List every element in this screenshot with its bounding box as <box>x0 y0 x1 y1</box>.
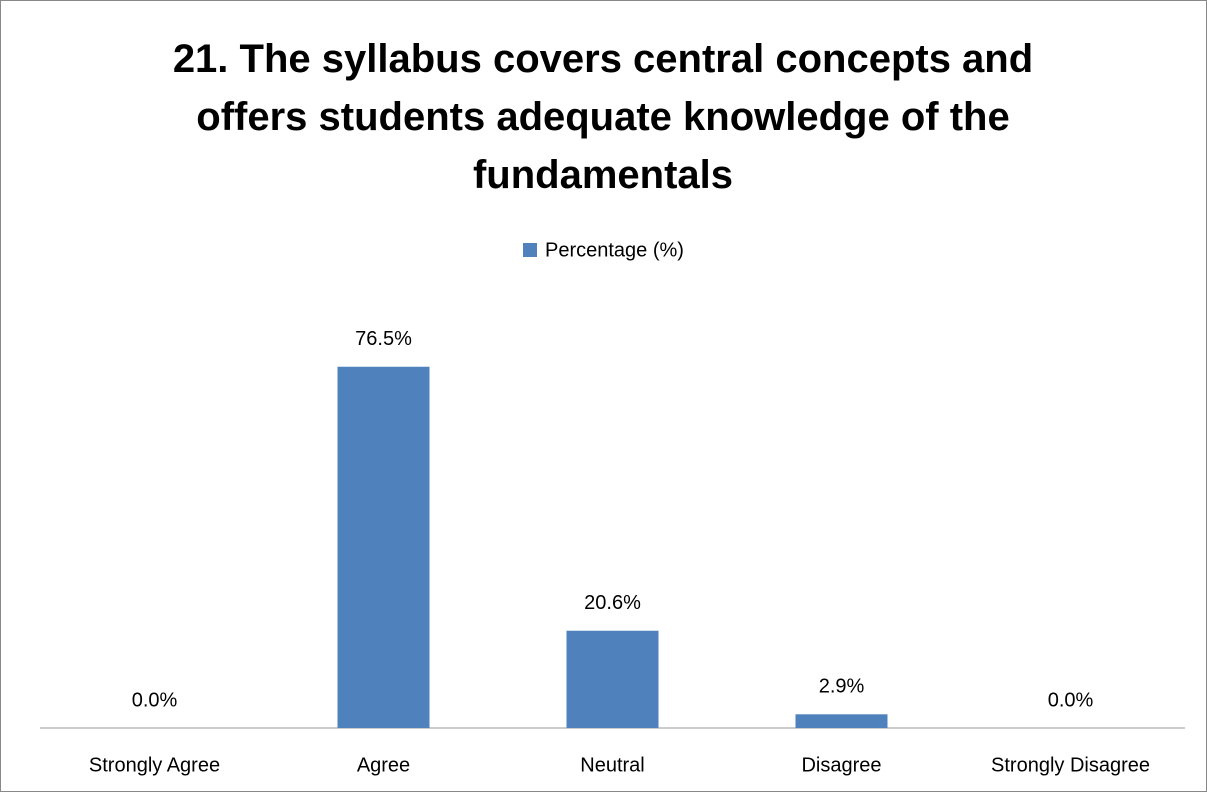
x-tick-label: Strongly Disagree <box>991 754 1150 776</box>
data-label: 20.6% <box>584 592 641 614</box>
chart-title: 21. The syllabus covers central concepts… <box>172 37 1034 197</box>
legend-swatch <box>523 243 537 257</box>
data-label: 76.5% <box>355 328 412 350</box>
x-tick-label: Agree <box>357 754 410 776</box>
data-label: 2.9% <box>819 676 865 698</box>
bar <box>566 630 659 728</box>
bar <box>795 714 888 728</box>
legend-label: Percentage (%) <box>545 239 684 261</box>
data-label: 0.0% <box>132 689 178 711</box>
bar <box>337 366 430 728</box>
x-tick-label: Neutral <box>580 754 644 776</box>
data-label: 0.0% <box>1048 689 1094 711</box>
x-tick-label: Strongly Agree <box>89 754 220 776</box>
x-tick-label: Disagree <box>801 754 881 776</box>
